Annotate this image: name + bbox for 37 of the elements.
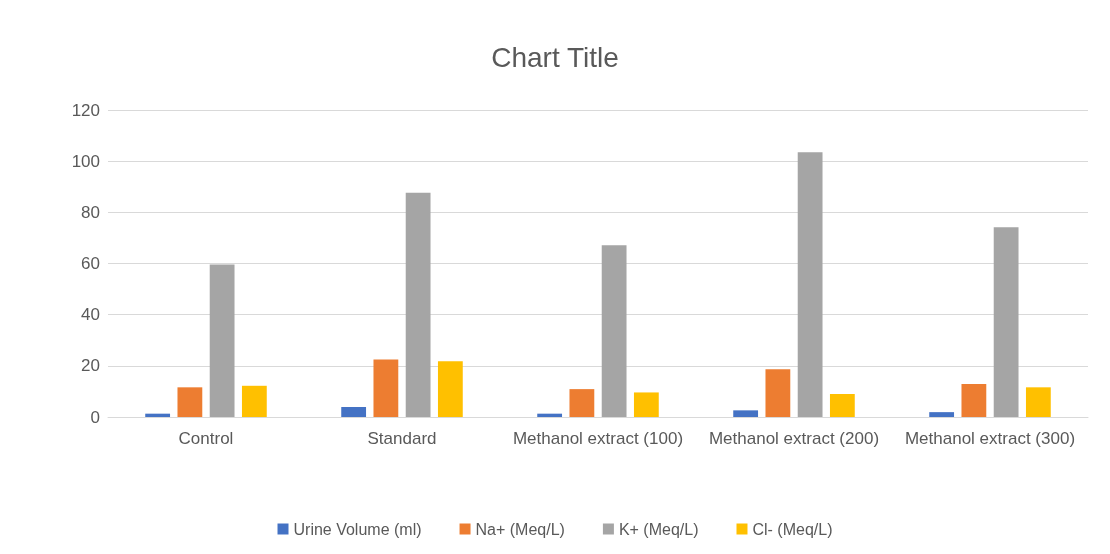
bar xyxy=(733,410,759,417)
y-tick-label: 100 xyxy=(71,151,100,171)
y-tick-label: 120 xyxy=(71,100,100,120)
x-tick-label: Standard xyxy=(367,428,437,448)
bar xyxy=(177,387,203,417)
legend-label: Cl- (Meq/L) xyxy=(752,520,833,538)
chart-title: Chart Title xyxy=(491,41,619,73)
bar xyxy=(829,393,855,417)
y-tick-label: 20 xyxy=(81,356,100,376)
x-tick-label: Control xyxy=(178,428,234,448)
bar xyxy=(341,407,367,417)
x-tick-label: Methanol extract (100) xyxy=(512,428,684,448)
bar xyxy=(209,264,235,417)
bar xyxy=(1025,387,1051,417)
bar xyxy=(929,412,955,417)
bar xyxy=(241,385,267,417)
bar xyxy=(437,361,463,417)
y-tick-label: 60 xyxy=(81,254,100,273)
bar xyxy=(765,369,791,417)
bar xyxy=(569,389,595,417)
legend-label: K+ (Meq/L) xyxy=(618,520,699,538)
bar xyxy=(537,413,563,417)
bar xyxy=(601,245,627,417)
bar xyxy=(405,192,431,417)
y-tick-label: 0 xyxy=(90,407,100,427)
bar xyxy=(993,227,1019,417)
bar xyxy=(373,359,399,417)
legend-label: Urine Volume (ml) xyxy=(293,520,422,538)
x-tick-label: Methanol extract (300) xyxy=(904,428,1076,448)
legend-label: Na+ (Meq/L) xyxy=(475,520,565,538)
bar xyxy=(145,413,171,417)
bar xyxy=(961,384,987,417)
bar xyxy=(797,152,823,417)
bar xyxy=(633,392,659,417)
x-tick-label: Methanol extract (200) xyxy=(708,428,880,448)
y-tick-label: 40 xyxy=(81,305,100,325)
y-tick-label: 80 xyxy=(81,202,100,222)
